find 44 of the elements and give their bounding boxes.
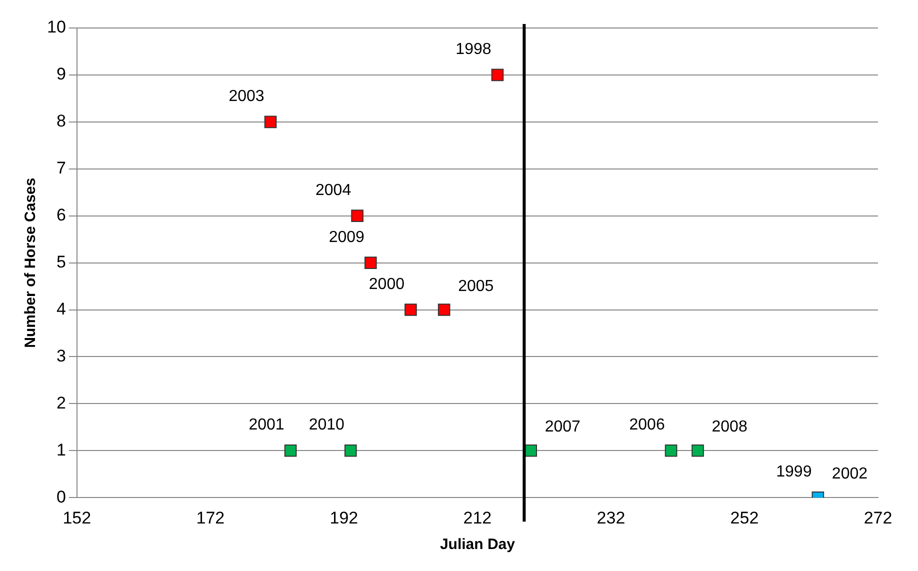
annotation: 2004 xyxy=(315,182,352,199)
x-tick-label: 232 xyxy=(596,508,626,528)
annotation: 2003 xyxy=(228,88,264,105)
x-tick-label: 272 xyxy=(864,508,892,528)
y-tick-label: 10 xyxy=(46,18,66,37)
annotation: 2005 xyxy=(458,278,494,295)
y-tick-label: 3 xyxy=(56,346,66,366)
annotation: 2001 xyxy=(248,416,284,434)
point xyxy=(344,444,357,457)
annotation: 1998 xyxy=(456,40,492,58)
y-tick-label: 6 xyxy=(56,206,66,225)
y-tick-label: 8 xyxy=(56,112,66,131)
y-tick-label: 9 xyxy=(56,64,66,84)
annotation: 2000 xyxy=(368,276,405,293)
y-axis-title: Number of Horse Cases xyxy=(22,178,40,348)
point xyxy=(351,210,364,222)
point xyxy=(284,444,297,457)
x-axis-title: Julian Day xyxy=(440,536,516,554)
y-tick-label: 5 xyxy=(56,252,66,272)
x-tick-label: 192 xyxy=(330,508,358,528)
x-tick-label: 152 xyxy=(62,508,92,528)
annotation: 2007 xyxy=(544,418,581,436)
x-tick-label: 172 xyxy=(196,508,225,528)
point xyxy=(524,444,538,457)
point xyxy=(264,116,277,128)
y-tick-label: 1 xyxy=(56,440,66,460)
y-tick-label: 7 xyxy=(56,158,66,178)
point xyxy=(692,444,704,457)
annotation: 2010 xyxy=(308,416,345,434)
annotation: 2006 xyxy=(629,416,665,434)
point xyxy=(491,68,504,82)
point xyxy=(438,304,450,316)
point xyxy=(364,256,377,269)
x-tick-label: 252 xyxy=(730,508,759,528)
annotation: 1999 xyxy=(776,464,812,481)
y-tick-label: 4 xyxy=(56,299,66,318)
y-tick-label: 2 xyxy=(56,393,66,412)
annotation: 2002 xyxy=(832,466,868,483)
y-tick-label: 0 xyxy=(56,487,66,506)
point xyxy=(404,304,417,316)
annotation: 2009 xyxy=(328,228,365,246)
annotation: 2008 xyxy=(712,418,748,436)
x-tick-label: 212 xyxy=(463,508,492,528)
point xyxy=(664,444,678,457)
